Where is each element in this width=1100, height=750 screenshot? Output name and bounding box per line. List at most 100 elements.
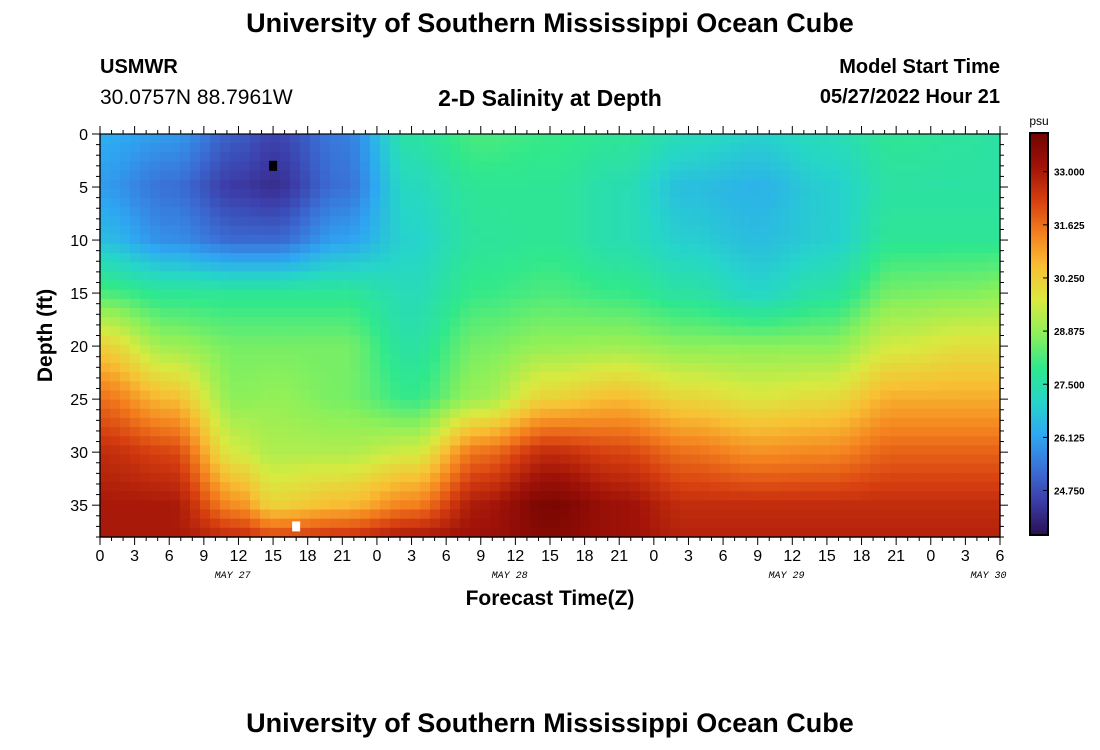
heatmap-cell bbox=[940, 482, 951, 492]
heatmap-cell bbox=[220, 491, 231, 501]
heatmap-cell bbox=[350, 317, 361, 327]
heatmap-cell bbox=[670, 509, 681, 520]
heatmap-cell bbox=[880, 500, 891, 511]
heatmap-cell bbox=[480, 253, 491, 263]
heatmap-cell bbox=[660, 344, 671, 355]
heatmap-cell bbox=[380, 234, 391, 245]
heatmap-cell bbox=[530, 417, 541, 428]
heatmap-cell bbox=[370, 134, 381, 144]
heatmap-cell bbox=[170, 298, 181, 309]
heatmap-cell bbox=[810, 362, 821, 373]
heatmap-cell bbox=[130, 262, 141, 272]
heatmap-cell bbox=[230, 134, 241, 144]
heatmap-cell bbox=[230, 225, 241, 236]
heatmap-cell bbox=[640, 454, 651, 465]
heatmap-cell bbox=[990, 225, 1001, 236]
heatmap-cell bbox=[780, 527, 791, 538]
heatmap-cell bbox=[580, 179, 591, 190]
heatmap-cell bbox=[400, 527, 411, 538]
heatmap-cell bbox=[750, 198, 761, 208]
heatmap-cell bbox=[470, 289, 481, 300]
heatmap-cell bbox=[120, 207, 131, 218]
heatmap-cell bbox=[160, 289, 171, 300]
heatmap-cell bbox=[910, 308, 921, 318]
heatmap-cell bbox=[790, 280, 801, 291]
heatmap-cell bbox=[730, 225, 741, 236]
heatmap-cell bbox=[410, 243, 421, 254]
heatmap-cell bbox=[250, 362, 261, 373]
heatmap-cell bbox=[200, 344, 211, 355]
heatmap-cell bbox=[120, 482, 131, 492]
heatmap-cell bbox=[260, 362, 271, 373]
heatmap-cell bbox=[730, 472, 741, 483]
heatmap-cell bbox=[880, 170, 891, 181]
heatmap-cell bbox=[290, 463, 301, 474]
heatmap-cell bbox=[400, 408, 411, 419]
heatmap-cell bbox=[390, 161, 401, 172]
heatmap-cell bbox=[820, 152, 831, 163]
heatmap-cell bbox=[820, 216, 831, 227]
heatmap-cell bbox=[970, 427, 981, 437]
heatmap-cell bbox=[120, 491, 131, 501]
heatmap-cell bbox=[610, 289, 621, 300]
heatmap-cell bbox=[530, 326, 541, 337]
heatmap-cell bbox=[250, 243, 261, 254]
heatmap-cell bbox=[860, 381, 871, 392]
heatmap-cell bbox=[580, 417, 591, 428]
heatmap-cell bbox=[960, 243, 971, 254]
heatmap-cell bbox=[500, 527, 511, 538]
heatmap-cell bbox=[310, 298, 321, 309]
heatmap-cell bbox=[530, 353, 541, 364]
heatmap-cell bbox=[260, 408, 271, 419]
heatmap-cell bbox=[840, 399, 851, 410]
heatmap-cell bbox=[230, 161, 241, 172]
heatmap-cell bbox=[230, 188, 241, 199]
heatmap-cell bbox=[990, 308, 1001, 318]
heatmap-cell bbox=[210, 161, 221, 172]
heatmap-cell bbox=[690, 280, 701, 291]
heatmap-cell bbox=[350, 134, 361, 144]
heatmap-cell bbox=[100, 417, 111, 428]
heatmap-cell bbox=[930, 179, 941, 190]
heatmap-cell bbox=[740, 161, 751, 172]
heatmap-cell bbox=[450, 482, 461, 492]
heatmap-cell bbox=[160, 491, 171, 501]
heatmap-cell bbox=[240, 134, 251, 144]
heatmap-cell bbox=[950, 198, 961, 208]
heatmap-cell bbox=[930, 280, 941, 291]
heatmap-cell bbox=[270, 509, 281, 520]
heatmap-cell bbox=[650, 372, 661, 382]
heatmap-cell bbox=[490, 188, 501, 199]
heatmap-cell bbox=[800, 216, 811, 227]
heatmap-cell bbox=[580, 152, 591, 163]
heatmap-cell bbox=[260, 243, 271, 254]
heatmap-cell bbox=[910, 216, 921, 227]
heatmap-cell bbox=[180, 344, 191, 355]
station-coordinates: 30.0757N 88.7961W bbox=[100, 86, 293, 109]
heatmap-cell bbox=[870, 216, 881, 227]
heatmap-cell bbox=[140, 289, 151, 300]
heatmap-cell bbox=[140, 417, 151, 428]
heatmap-cell bbox=[470, 216, 481, 227]
heatmap-cell bbox=[180, 500, 191, 511]
heatmap-cell bbox=[890, 170, 901, 181]
heatmap-cell bbox=[660, 408, 671, 419]
heatmap-cell bbox=[460, 262, 471, 272]
heatmap-cell bbox=[570, 335, 581, 346]
heatmap-cell bbox=[740, 381, 751, 392]
heatmap-cell bbox=[500, 216, 511, 227]
heatmap-cell bbox=[760, 152, 771, 163]
heatmap-cell bbox=[990, 362, 1001, 373]
heatmap-cell bbox=[510, 427, 521, 437]
heatmap-cell bbox=[460, 170, 471, 181]
heatmap-cell bbox=[760, 179, 771, 190]
heatmap-cell bbox=[530, 280, 541, 291]
heatmap-cell bbox=[700, 198, 711, 208]
heatmap-cell bbox=[880, 253, 891, 263]
heatmap-cell bbox=[270, 399, 281, 410]
heatmap-cell bbox=[180, 225, 191, 236]
heatmap-cell bbox=[110, 527, 121, 538]
heatmap-cell bbox=[510, 362, 521, 373]
heatmap-cell bbox=[190, 179, 201, 190]
heatmap-cell bbox=[160, 454, 171, 465]
